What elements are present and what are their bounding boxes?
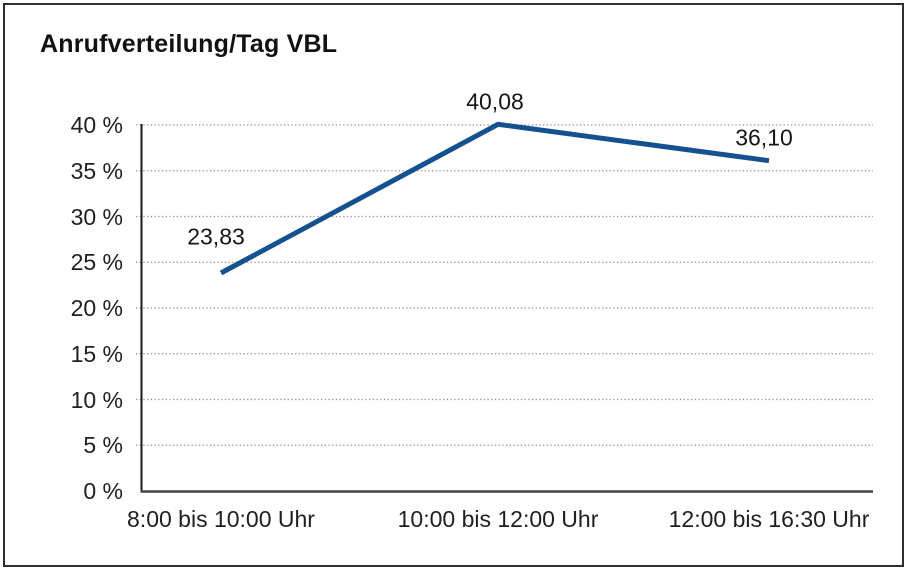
- y-axis-tick-label: 20 %: [70, 295, 123, 321]
- y-axis-tick-label: 40 %: [70, 112, 123, 138]
- y-axis-tick-label: 15 %: [70, 340, 123, 367]
- x-axis-category-label: 8:00 bis 10:00 Uhr: [127, 506, 315, 532]
- data-point-label: 40,08: [466, 88, 524, 115]
- chart-border-frame: [3, 3, 904, 567]
- x-axis-category-label: 12:00 bis 16:30 Uhr: [668, 506, 870, 532]
- y-axis-tick-label: 10 %: [70, 386, 123, 413]
- y-axis-tick-label: 5 %: [83, 432, 123, 459]
- y-axis-tick-label: 35 %: [70, 157, 123, 184]
- x-axis-category-label: 10:00 bis 12:00 Uhr: [397, 506, 599, 532]
- y-axis-tick-label: 25 %: [70, 249, 123, 276]
- data-point-label: 23,83: [187, 223, 245, 250]
- data-point-label: 36,10: [735, 124, 793, 151]
- y-axis-tick-label: 0 %: [83, 478, 123, 504]
- y-axis-tick-label: 30 %: [70, 203, 123, 230]
- chart-title: Anrufverteilung/Tag VBL: [40, 30, 338, 58]
- data-line-series: [219, 121, 770, 276]
